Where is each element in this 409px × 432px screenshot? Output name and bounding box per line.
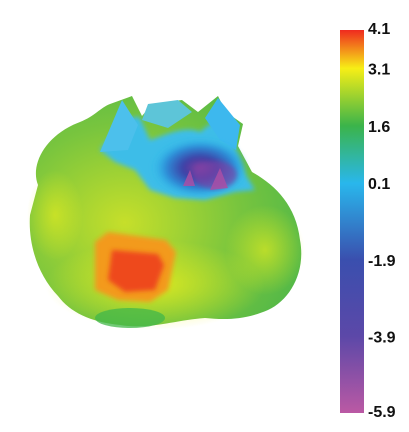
colorbar-tick-labels: 4.1 3.1 1.6 0.1 -1.9 -3.9 -5.9 (368, 21, 396, 421)
surface-coldspot-inner (193, 161, 237, 189)
surface-coldspot-spikes (183, 168, 228, 190)
colorbar-bar (340, 30, 364, 413)
colorbar-tick-label: -3.9 (368, 329, 396, 346)
surface-spike-mid (142, 100, 192, 128)
surface-spike-left (100, 100, 138, 152)
surface-hotspot-core (108, 250, 164, 292)
colorbar: 4.1 3.1 1.6 0.1 -1.9 -3.9 -5.9 (340, 21, 396, 421)
surface-spike-right (205, 98, 240, 150)
surface-yellow-left (27, 170, 83, 260)
colorbar-tick-label: 1.6 (368, 119, 390, 136)
colorbar-tick-label: -5.9 (368, 404, 396, 421)
colorbar-tick-label: 0.1 (368, 176, 390, 193)
colorbar-tick-label: 3.1 (368, 61, 390, 78)
surface-yellow-right (225, 205, 305, 295)
colorbar-tick-label: 4.1 (368, 21, 390, 38)
surface-plot (27, 96, 305, 330)
surface-bottom-green (95, 308, 165, 328)
colorbar-tick-label: -1.9 (368, 253, 396, 270)
